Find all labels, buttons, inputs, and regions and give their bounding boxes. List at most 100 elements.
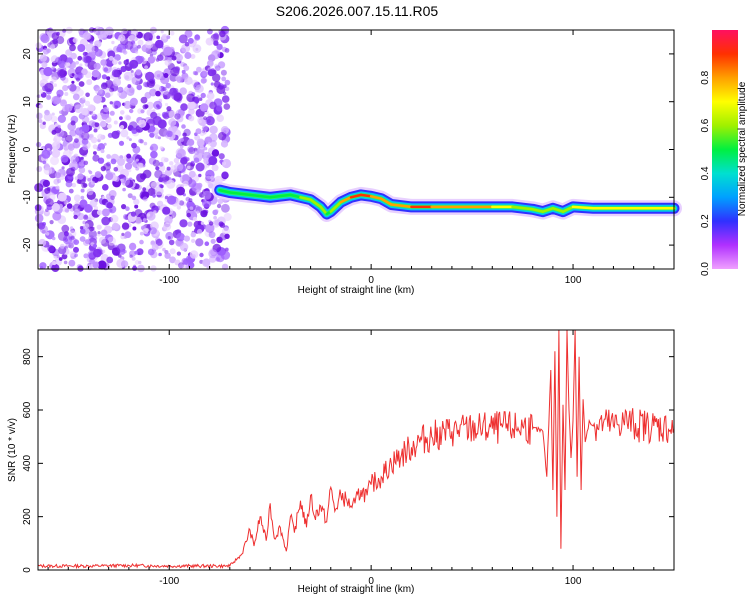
noise-speckle (47, 150, 53, 156)
figure-title: S206.2026.007.15.11.R05 (276, 3, 439, 19)
noise-speckle (35, 42, 42, 49)
noise-speckle (77, 72, 84, 79)
noise-speckle (188, 198, 193, 203)
noise-speckle (208, 156, 218, 166)
noise-speckle (136, 162, 143, 169)
noise-speckle (127, 84, 132, 89)
noise-speckle (106, 236, 116, 246)
noise-speckle (50, 55, 59, 64)
noise-speckle (106, 256, 114, 264)
noise-speckle (205, 37, 214, 46)
noise-speckle (121, 232, 125, 236)
noise-speckle (93, 248, 102, 258)
noise-speckle (142, 187, 147, 192)
ridge-core-segment (561, 205, 575, 213)
noise-speckle (83, 253, 89, 259)
noise-speckle (158, 161, 164, 167)
spectrogram-xlabel: Height of straight line (km) (298, 285, 415, 296)
noise-speckle (169, 256, 176, 264)
noise-speckle (69, 44, 76, 52)
noise-speckle (202, 151, 212, 161)
noise-speckle (86, 79, 93, 86)
noise-speckle (61, 136, 67, 142)
noise-speckle (58, 257, 63, 261)
noise-speckle (214, 65, 221, 71)
noise-speckle (210, 82, 214, 86)
noise-speckle (94, 122, 100, 128)
noise-speckle (176, 232, 185, 242)
noise-speckle (199, 103, 209, 112)
noise-speckle (188, 147, 196, 155)
noise-speckle (119, 125, 125, 130)
noise-speckle (96, 209, 103, 216)
noise-speckle (94, 171, 102, 178)
noise-speckle (136, 173, 146, 183)
noise-speckle (208, 231, 216, 239)
noise-speckle (156, 54, 164, 61)
noise-speckle (218, 131, 227, 141)
noise-speckle (118, 34, 126, 42)
noise-speckle (188, 170, 196, 178)
noise-speckle (99, 120, 107, 128)
noise-speckle (76, 179, 82, 184)
noise-speckle (85, 92, 90, 98)
noise-speckle (129, 59, 139, 69)
ridge-core-segment (268, 193, 292, 199)
noise-speckle (74, 104, 83, 113)
noise-speckle (194, 134, 201, 141)
noise-speckle (195, 238, 204, 247)
noise-speckle (161, 33, 168, 40)
noise-speckle (86, 188, 94, 196)
noise-speckle (152, 109, 156, 113)
noise-speckle (221, 171, 229, 178)
noise-speckle (132, 226, 137, 231)
y-tick-label: 0 (22, 567, 33, 573)
ridge-core-segment (339, 196, 353, 204)
noise-speckle (224, 79, 231, 86)
noise-speckle (70, 52, 77, 60)
signal-ridge (211, 182, 682, 222)
noise-speckle (198, 119, 202, 124)
noise-speckle (101, 113, 108, 120)
noise-speckle (204, 136, 213, 145)
noise-speckle (155, 39, 164, 49)
noise-speckle (196, 182, 203, 189)
noise-speckle (195, 162, 205, 172)
noise-speckle (117, 92, 122, 96)
noise-speckle (57, 179, 61, 184)
noise-speckle (208, 221, 214, 226)
noise-speckle (89, 226, 94, 232)
noise-speckle (127, 193, 133, 199)
noise-speckle (195, 189, 201, 195)
noise-speckle (43, 66, 53, 77)
noise-speckle (38, 119, 43, 124)
noise-speckle (169, 161, 174, 166)
noise-speckle (187, 138, 195, 146)
noise-speckle (75, 77, 81, 82)
ridge-core-segment (349, 193, 363, 199)
noise-speckle (136, 248, 144, 256)
noise-speckle (138, 56, 145, 63)
noise-speckle (202, 258, 211, 268)
noise-speckle (121, 204, 127, 210)
noise-speckle (180, 157, 188, 165)
colorbar-tick-label: 0.8 (700, 70, 711, 84)
noise-speckle (58, 246, 67, 255)
noise-speckle (82, 116, 90, 124)
noise-speckle (220, 69, 227, 76)
noise-speckle (140, 96, 148, 104)
noise-speckle (55, 123, 59, 127)
x-tick-label: 100 (565, 576, 582, 587)
noise-speckle (143, 141, 148, 146)
noise-speckle (50, 156, 59, 166)
noise-speckle (42, 160, 47, 165)
noise-speckle (79, 236, 86, 242)
noise-speckle (127, 30, 132, 35)
noise-speckle (115, 130, 121, 136)
noise-speckle (107, 123, 112, 129)
noise-speckle (59, 243, 65, 249)
noise-speckle (160, 91, 164, 95)
noise-speckle (82, 145, 88, 151)
noise-speckle (126, 136, 130, 140)
noise-speckle (155, 90, 161, 97)
